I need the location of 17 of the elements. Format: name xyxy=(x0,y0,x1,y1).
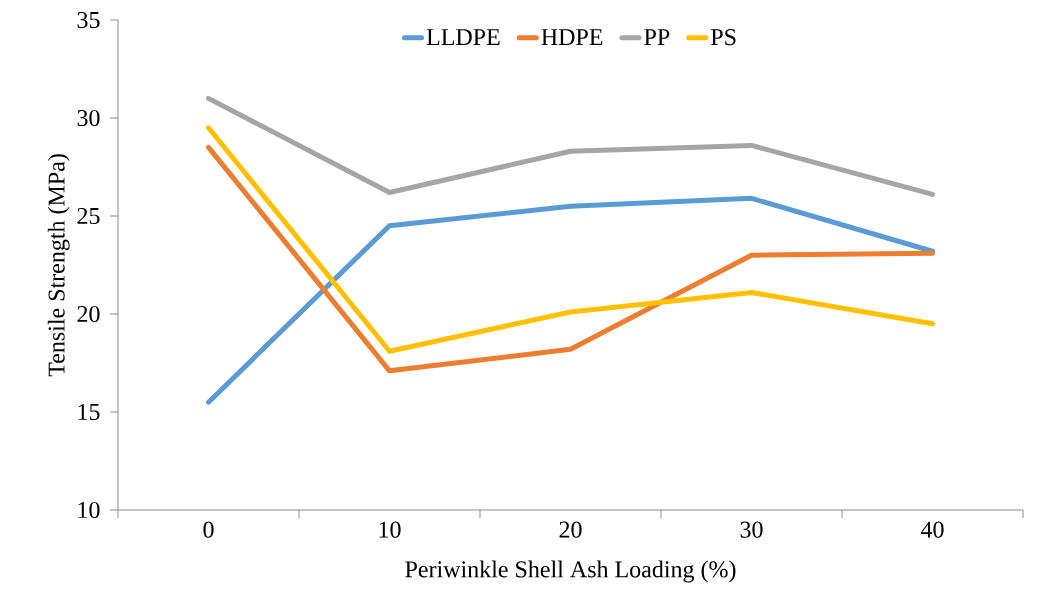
x-tick-label: 30 xyxy=(740,521,763,538)
x-tick-label: 10 xyxy=(379,521,401,538)
legend-label: HDPE xyxy=(541,29,603,45)
x-tick-label: 40 xyxy=(920,521,944,538)
y-axis-title: Tensile Strength (MPa) xyxy=(47,154,70,377)
y-tick-label: 10 xyxy=(78,501,100,519)
y-tick-label: 15 xyxy=(78,403,100,421)
x-tick-label: 0 xyxy=(203,521,214,538)
x-axis-title: Periwinkle Shell Ash Loading (%) xyxy=(405,560,736,583)
y-tick-label: 25 xyxy=(77,207,100,225)
legend-label: PP xyxy=(644,29,670,45)
x-tick-label: 20 xyxy=(559,521,582,538)
y-tick-label: 20 xyxy=(77,305,100,323)
legend-label: LLDPE xyxy=(426,29,500,45)
y-tick-label: 30 xyxy=(77,109,100,127)
y-tick-label: 35 xyxy=(77,11,100,29)
legend-label: PS xyxy=(711,29,736,46)
